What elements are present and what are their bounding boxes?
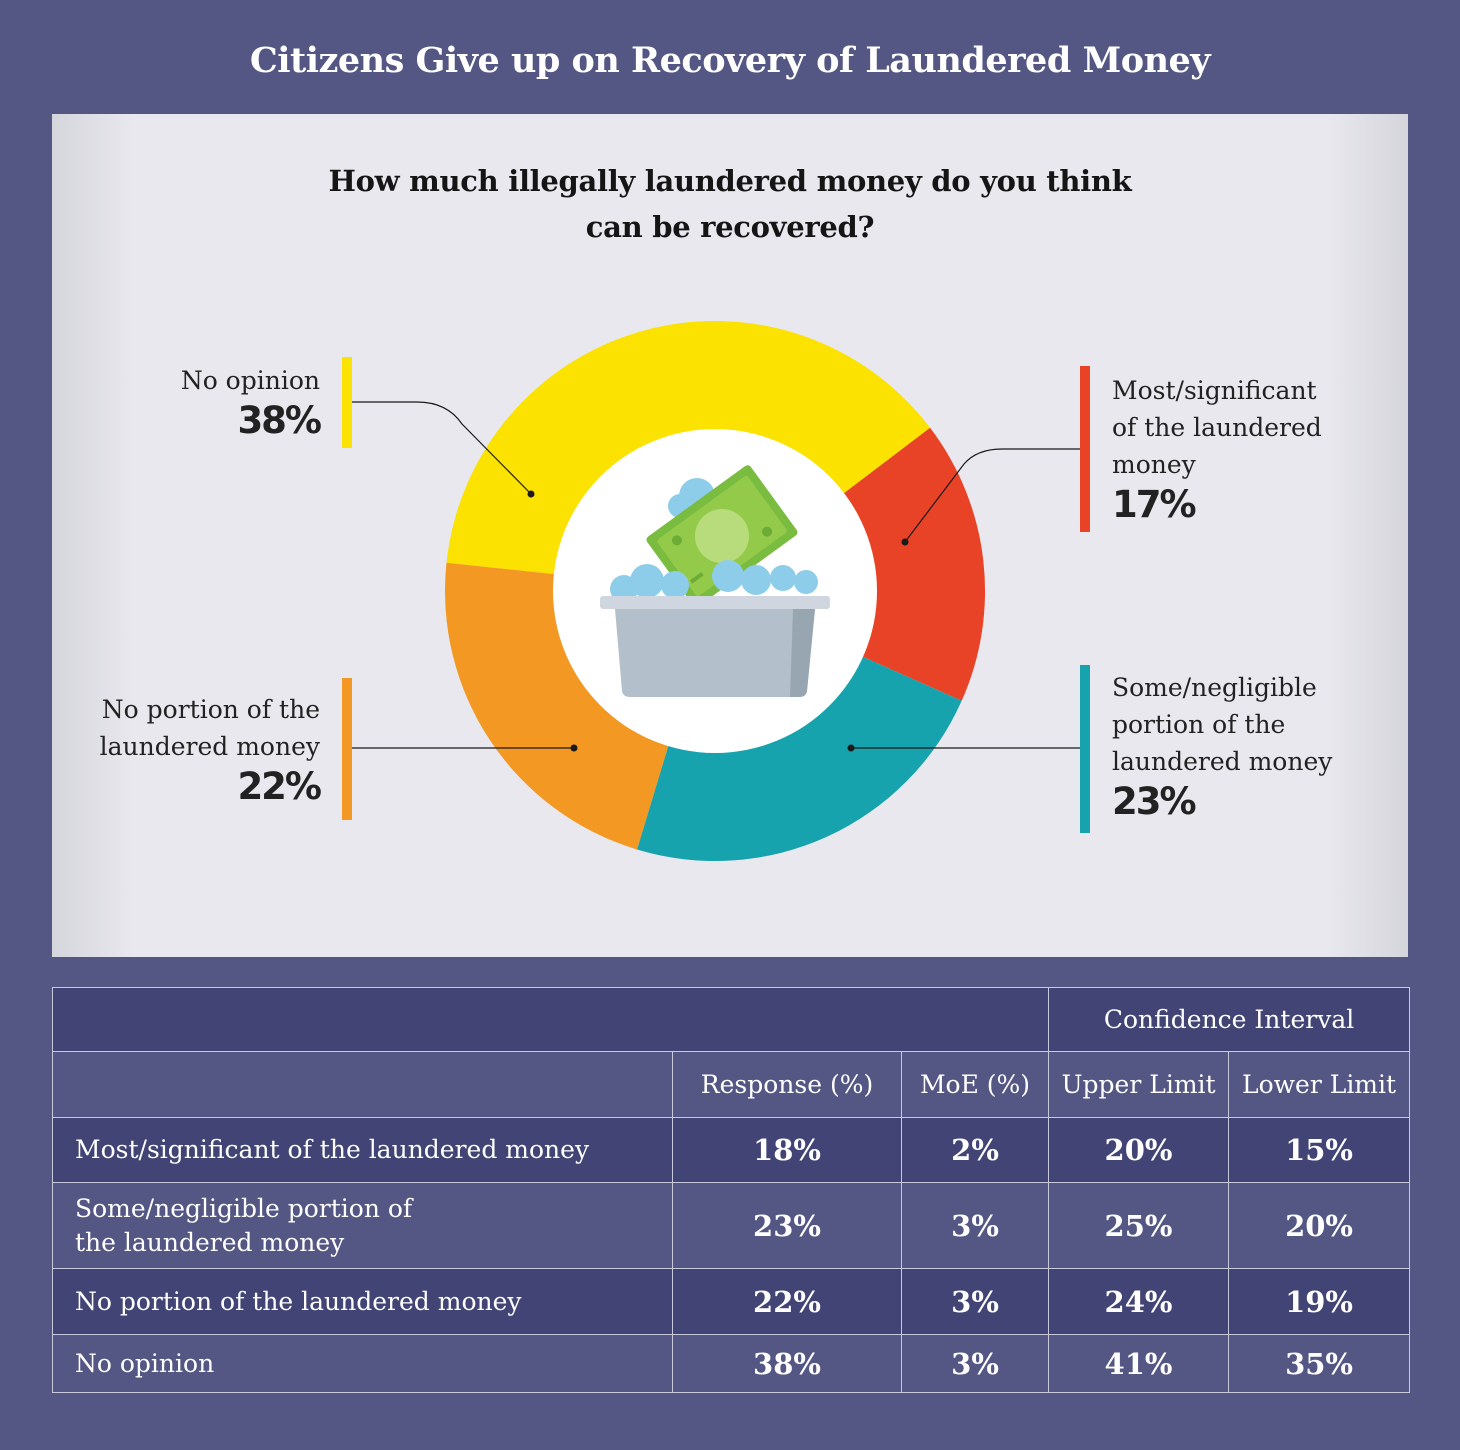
column-header-response: Response (%)	[672, 1051, 902, 1118]
chart-question: How much illegally laundered money do yo…	[52, 158, 1408, 250]
label-some-negligible-value: 23%	[1112, 780, 1197, 823]
table-row: No opinion 38% 3% 41% 35%	[52, 1334, 1411, 1393]
table-row: No portion of the laundered money 22% 3%…	[52, 1268, 1411, 1335]
label-no-portion-line-2: laundered money	[99, 732, 320, 761]
leader-no-opinion	[352, 401, 532, 495]
label-most-significant-line-3: money	[1112, 450, 1196, 479]
column-header-upper-limit: Upper Limit	[1048, 1051, 1230, 1118]
label-some-negligible: Some/negligible portion of the laundered…	[1112, 669, 1332, 824]
table-group-header-row: Confidence Interval	[51, 987, 1411, 1052]
label-most-significant-line-1: Most/significant	[1112, 376, 1317, 405]
leader-no-opinion-dot	[527, 490, 535, 498]
confidence-interval-header: Confidence Interval	[1048, 987, 1411, 1052]
label-no-opinion-line-1: No opinion	[180, 366, 320, 395]
cell-upper-limit: 20%	[1048, 1117, 1230, 1183]
label-some-negligible-line-2: portion of the	[1112, 710, 1286, 739]
cell-lower-limit: 19%	[1228, 1268, 1411, 1335]
question-line-2: can be recovered?	[585, 210, 875, 244]
no-opinion-color-bar	[342, 357, 352, 448]
row-label: Some/negligible portion of the laundered…	[52, 1182, 673, 1269]
cell-response: 18%	[672, 1117, 902, 1183]
leader-most-significant-dot	[901, 538, 909, 546]
label-most-significant-line-2: of the laundered	[1112, 413, 1322, 442]
row-label: No opinion	[52, 1334, 673, 1393]
label-no-portion-value: 22%	[237, 765, 322, 808]
label-no-portion: No portion of the laundered money 22%	[99, 691, 322, 809]
confidence-interval-table: Confidence Interval Response (%) MoE (%)…	[51, 987, 1411, 1393]
leader-some-negligible-dot	[847, 744, 855, 752]
cell-moe: 3%	[900, 1182, 1050, 1269]
row-label: Most/significant of the laundered money	[52, 1117, 673, 1183]
row-label-line-2: the laundered money	[75, 1227, 345, 1257]
cell-lower-limit: 15%	[1228, 1117, 1411, 1183]
column-header-moe: MoE (%)	[900, 1051, 1050, 1118]
cell-response: 22%	[672, 1268, 902, 1335]
cell-lower-limit: 35%	[1228, 1334, 1411, 1393]
leader-most-significant	[904, 448, 1080, 543]
chart-panel: How much illegally laundered money do yo…	[52, 114, 1408, 957]
label-no-portion-line-1: No portion of the	[101, 695, 320, 724]
label-some-negligible-line-3: laundered money	[1112, 747, 1333, 776]
label-most-significant: Most/significant of the laundered money …	[1112, 372, 1322, 527]
cell-response: 23%	[672, 1182, 902, 1269]
money-wash-basin-icon	[600, 465, 830, 697]
cell-lower-limit: 20%	[1228, 1182, 1411, 1269]
cell-upper-limit: 24%	[1048, 1268, 1230, 1335]
page-title: Citizens Give up on Recovery of Laundere…	[249, 40, 1211, 81]
label-no-opinion: No opinion 38%	[180, 362, 322, 443]
table-row: Some/negligible portion of the laundered…	[52, 1182, 1411, 1269]
leader-no-portion-dot	[570, 744, 578, 752]
donut-chart	[352, 321, 1080, 862]
table-column-header-row: Response (%) MoE (%) Upper Limit Lower L…	[52, 1051, 1411, 1118]
label-some-negligible-line-1: Some/negligible	[1112, 673, 1317, 702]
row-label: No portion of the laundered money	[52, 1268, 673, 1335]
cell-upper-limit: 41%	[1048, 1334, 1230, 1393]
label-most-significant-value: 17%	[1112, 483, 1197, 526]
cell-upper-limit: 25%	[1048, 1182, 1230, 1269]
cell-response: 38%	[672, 1334, 902, 1393]
row-label-line-1: Some/negligible portion of	[75, 1193, 413, 1223]
cell-moe: 3%	[900, 1268, 1050, 1335]
cell-moe: 3%	[900, 1334, 1050, 1393]
question-line-1: How much illegally laundered money do yo…	[328, 164, 1132, 198]
label-no-opinion-value: 38%	[237, 399, 322, 442]
table-row: Most/significant of the laundered money …	[52, 1117, 1411, 1183]
no-portion-color-bar	[342, 678, 352, 820]
table-blank-column-header	[52, 1051, 673, 1118]
cell-moe: 2%	[900, 1117, 1050, 1183]
table-blank-header	[51, 987, 1050, 1052]
column-header-lower-limit: Lower Limit	[1228, 1051, 1411, 1118]
some-negligible-color-bar	[1080, 665, 1090, 833]
most-significant-color-bar	[1080, 366, 1090, 532]
